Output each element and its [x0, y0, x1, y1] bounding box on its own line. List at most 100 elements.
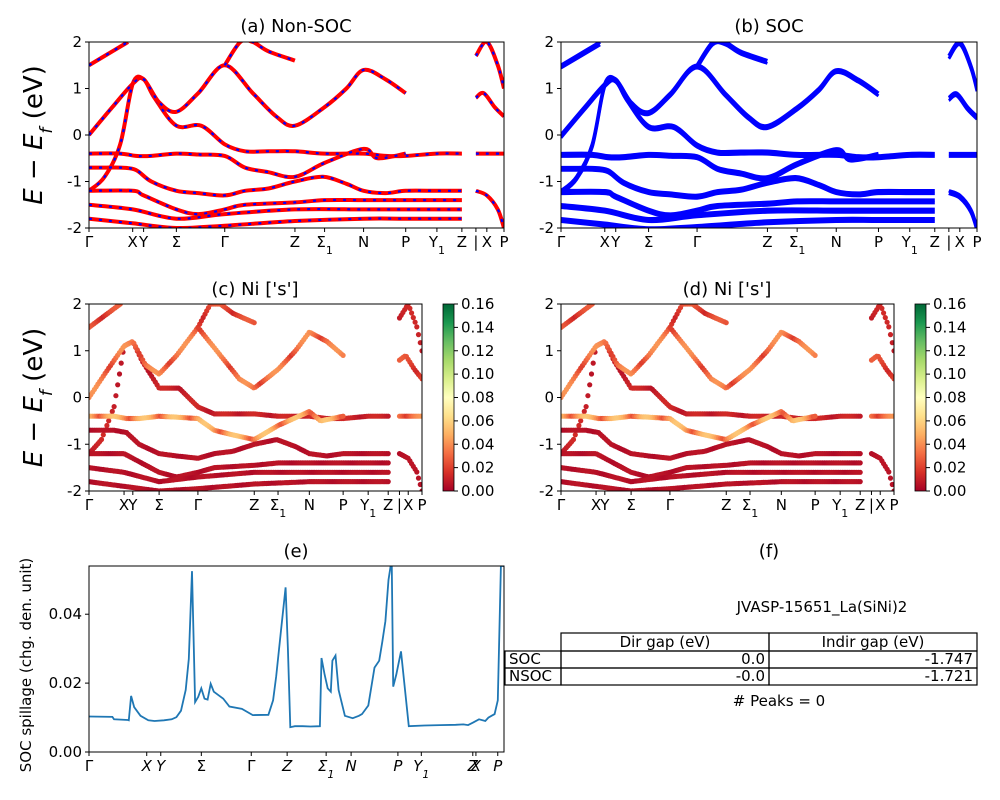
projection-dot: [414, 324, 420, 330]
colorbar-tick-label: 0.16: [461, 295, 494, 313]
projection-dot: [723, 320, 729, 326]
colorbar-tick-label: 0.04: [933, 435, 966, 453]
x-tick-label: Y1: [413, 757, 429, 781]
projection-dot: [385, 479, 391, 485]
y-tick-label: 0: [72, 126, 82, 144]
panel-f-title: (f): [759, 541, 779, 562]
x-tick-label: P: [417, 496, 426, 514]
x-tick-label: Γ: [557, 496, 566, 514]
y-tick-label: -2: [67, 482, 82, 500]
projection-dot: [385, 469, 391, 475]
spillage-line: [89, 566, 504, 729]
x-tick-label: Σ: [626, 496, 635, 514]
band-line: [223, 42, 296, 67]
y-tick-label: 2: [72, 295, 82, 313]
x-tick-label: Σ: [197, 757, 206, 775]
projection-dot: [340, 413, 346, 419]
colorbar-tick-label: 0.06: [461, 412, 494, 430]
x-tick-label: X: [470, 757, 482, 775]
x-tick-label: P: [493, 757, 503, 775]
projection-dot: [884, 319, 890, 325]
band-line-dashed: [89, 147, 406, 179]
table-row1-dir: 0.0: [741, 650, 765, 668]
gap-table: JVASP-15651_La(SiNi)2 Dir gap (eV) Indir…: [504, 598, 978, 710]
x-tick-label: P: [889, 496, 898, 514]
projection-dot: [415, 332, 422, 338]
colorbar-tick-label: 0.02: [933, 459, 966, 477]
x-tick-label: Γ: [557, 233, 566, 251]
x-tick-label: Z: [457, 233, 467, 251]
y-tick-label: -2: [539, 219, 554, 237]
colorbar-tick-label: 0.02: [461, 459, 494, 477]
x-tick-label: Γ: [85, 496, 94, 514]
projection-dot: [891, 488, 894, 491]
y-axis-label: E − Ef (eV): [19, 328, 57, 468]
y-tick-label: 2: [72, 33, 82, 51]
table-row2-indir-cell: [768, 667, 978, 686]
panel-d-title: (d) Ni ['s']: [683, 279, 772, 300]
x-tick-label: Σ1: [316, 233, 332, 257]
x-tick-label: Z: [281, 757, 293, 775]
colorbar-tick-label: 0.14: [461, 318, 494, 336]
projection-dot: [881, 310, 887, 316]
y-tick-label: 0.04: [49, 605, 82, 623]
y-tick-label: 2: [544, 295, 554, 313]
band-line-split: [561, 150, 879, 182]
y-tick-label: 0.00: [49, 743, 82, 761]
projection-dot: [407, 305, 413, 311]
y-tick-label: -1: [67, 435, 82, 453]
band-line: [947, 91, 977, 118]
projection-dot: [409, 310, 415, 316]
y-tick-label: 0: [72, 389, 82, 407]
x-tick-label: N: [345, 757, 356, 775]
x-tick-label: Y1: [428, 233, 445, 257]
x-tick-label: Σ1: [318, 757, 334, 781]
projection-dot: [109, 408, 115, 414]
band-line: [89, 165, 462, 198]
y-tick-label: -2: [67, 219, 82, 237]
projection-dot: [113, 393, 119, 399]
band-line-split: [947, 94, 977, 121]
colorbar: [442, 303, 455, 492]
x-tick-label: P: [339, 496, 348, 514]
x-tick-label: Γ: [85, 757, 94, 775]
table-row2-indir: -1.721: [925, 667, 973, 685]
band-line: [561, 188, 935, 216]
band-line: [561, 165, 935, 198]
x-tick-label: Σ1: [270, 496, 286, 520]
colorbar-tick-label: 0.06: [933, 412, 966, 430]
projection-dot: [589, 304, 595, 307]
projection-dot: [857, 460, 863, 466]
projection-dot: [419, 348, 422, 354]
band-line-split: [695, 42, 768, 69]
table-row1-label: SOC: [509, 650, 541, 668]
band-line: [475, 188, 504, 228]
projection-dot: [886, 469, 892, 475]
x-tick-label: X: [875, 496, 885, 514]
projection-dot: [417, 481, 422, 488]
x-tick-label: Z: [467, 757, 479, 775]
x-tick-label: Y: [127, 496, 138, 514]
band-line: [561, 216, 935, 228]
x-tick-label: Y1: [831, 496, 848, 520]
x-tick-label: Γ: [247, 757, 256, 775]
colorbar-tick-label: 0.10: [933, 365, 966, 383]
panel-e-title: (e): [283, 541, 308, 562]
y-tick-label: 1: [544, 80, 554, 98]
x-tick-label: Y1: [901, 233, 918, 257]
x-tick-label: |: [869, 496, 874, 514]
projection-dot: [812, 413, 818, 419]
projection-dot: [116, 371, 123, 377]
x-tick-label: P: [393, 757, 403, 775]
plot-area: [89, 42, 504, 228]
x-tick-label: Γ: [693, 233, 702, 251]
table-row2-label: NSOC: [509, 667, 552, 685]
x-tick-label: Γ: [221, 233, 230, 251]
band-line-dashed: [89, 42, 129, 67]
x-tick-label: X: [128, 233, 138, 251]
band-line-dashed: [475, 189, 504, 228]
